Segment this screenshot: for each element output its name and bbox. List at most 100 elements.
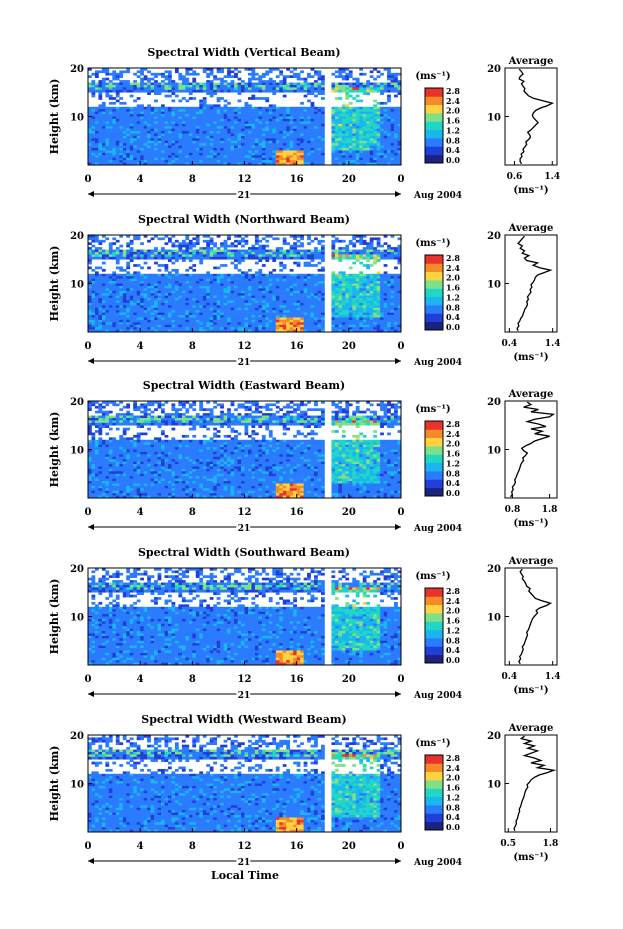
heatmap-cell <box>397 135 402 139</box>
heatmap-cell <box>143 290 148 294</box>
heatmap-cell <box>307 152 311 156</box>
heatmap-cell <box>234 251 238 255</box>
heatmap-cell <box>192 242 197 245</box>
heatmap-cell <box>272 82 277 86</box>
heatmap-cell <box>331 145 336 149</box>
heatmap-cell <box>247 97 252 100</box>
heatmap-cell <box>206 293 211 296</box>
heatmap-cell <box>157 249 162 253</box>
heatmap-cell <box>171 82 176 86</box>
heatmap-cell <box>348 281 353 284</box>
heatmap-cell <box>192 251 197 255</box>
heatmap-cell <box>161 157 165 161</box>
heatmap-cell <box>241 133 245 137</box>
heatmap-cell <box>157 140 162 144</box>
heatmap-cell <box>88 237 92 241</box>
heatmap-cell <box>181 75 186 78</box>
heatmap-cell <box>352 157 357 161</box>
heatmap-cell <box>143 75 148 78</box>
heatmap-cell <box>390 111 395 115</box>
heatmap-cell <box>321 145 325 149</box>
heatmap-cell <box>129 111 134 115</box>
heatmap-cell <box>230 290 235 294</box>
heatmap-cell <box>345 135 350 139</box>
heatmap-cell <box>101 239 106 243</box>
heatmap-cell <box>143 251 148 255</box>
heatmap-cell <box>251 148 256 151</box>
heatmap-cell <box>154 138 158 142</box>
heatmap-cell <box>383 116 388 120</box>
heatmap-cell <box>317 160 322 163</box>
heatmap-cell <box>237 109 242 112</box>
heatmap-cell <box>202 293 207 296</box>
heatmap-cell <box>181 135 186 139</box>
heatmap-cell <box>206 160 211 163</box>
heatmap-cell <box>220 295 224 299</box>
heatmap-cell <box>321 162 325 166</box>
heatmap-cell <box>272 310 277 313</box>
heatmap-cell <box>310 128 315 132</box>
heatmap-cell <box>390 116 395 120</box>
heatmap-cell <box>380 155 384 159</box>
heatmap-cell <box>359 121 364 125</box>
heatmap-cell <box>373 152 377 156</box>
heatmap-cell <box>209 123 214 127</box>
heatmap-cell <box>202 155 207 159</box>
heatmap-cell <box>241 126 245 129</box>
heatmap-cell <box>164 235 169 238</box>
heatmap-cell <box>279 261 284 265</box>
heatmap-cell <box>161 89 165 93</box>
heatmap-cell <box>167 256 172 260</box>
heatmap-cell <box>185 111 190 115</box>
heatmap-cell <box>154 89 158 93</box>
heatmap-cell <box>258 300 263 304</box>
heatmap-cell <box>216 298 221 301</box>
heatmap-cell <box>397 121 402 125</box>
heatmap-cell <box>161 82 165 86</box>
heatmap-cell <box>115 290 120 294</box>
heatmap-cell <box>220 140 224 144</box>
heatmap-cell <box>268 150 273 154</box>
heatmap-cell <box>206 295 211 299</box>
heatmap-cell <box>129 135 134 139</box>
heatmap-cell <box>171 135 176 139</box>
heatmap-cell <box>293 152 297 156</box>
heatmap-cell <box>279 307 284 311</box>
heatmap-cell <box>390 281 395 284</box>
heatmap-cell <box>220 111 224 115</box>
heatmap-cell <box>171 283 176 287</box>
heatmap-cell <box>307 242 311 245</box>
heatmap-cell <box>154 92 158 95</box>
heatmap-cell <box>223 114 228 117</box>
heatmap-cell <box>331 150 336 154</box>
heatmap-cell <box>359 133 364 137</box>
heatmap-cell <box>303 254 308 258</box>
heatmap-cell <box>383 281 388 284</box>
heatmap-cell <box>251 84 256 88</box>
heatmap-cell <box>362 123 367 127</box>
heatmap-cell <box>115 157 120 161</box>
heatmap-cell <box>136 155 141 159</box>
heatmap-cell <box>140 84 144 88</box>
heatmap-cell <box>275 133 280 137</box>
heatmap-cell <box>317 300 322 304</box>
heatmap-cell <box>279 111 284 115</box>
heatmap-cell <box>397 261 402 265</box>
heatmap-cell <box>317 70 322 74</box>
heatmap-cell <box>331 135 336 139</box>
heatmap-cell <box>157 162 162 166</box>
heatmap-cell <box>394 121 398 125</box>
heatmap-cell <box>133 114 137 117</box>
heatmap-cell <box>220 162 224 166</box>
heatmap-cell <box>373 256 377 260</box>
heatmap-cell <box>188 150 193 154</box>
heatmap-cell <box>352 150 357 154</box>
heatmap-cell <box>216 109 221 112</box>
heatmap-cell <box>154 254 158 258</box>
heatmap-cell <box>122 249 127 253</box>
heatmap-cell <box>223 242 228 245</box>
heatmap-cell <box>387 72 391 76</box>
heatmap-cell <box>241 123 245 127</box>
heatmap-cell <box>101 87 106 91</box>
heatmap-cell <box>293 116 297 120</box>
